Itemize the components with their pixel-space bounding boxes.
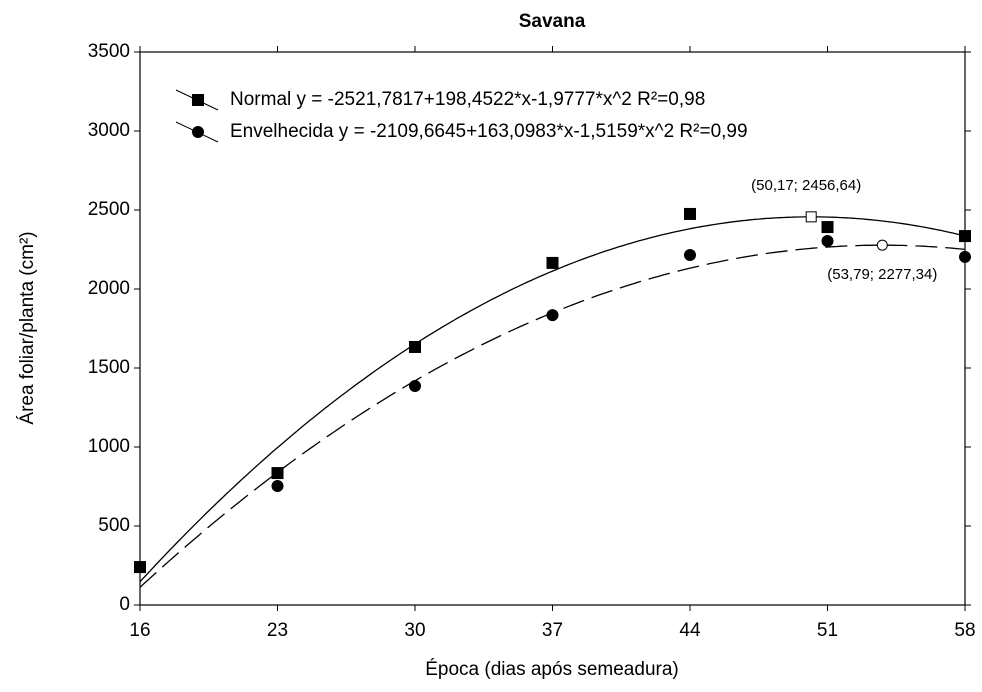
annotation: (53,79; 2277,34): [827, 266, 937, 283]
marker: [546, 309, 559, 322]
x-tick-label: 30: [404, 620, 425, 641]
fit-curve: [139, 244, 966, 588]
legend-marker: [192, 126, 204, 138]
chart-title: Savana: [519, 11, 586, 32]
legend-label: Normal y = -2521,7817+198,4522*x-1,9777*…: [230, 89, 705, 110]
y-tick-label: 500: [98, 515, 130, 536]
marker: [271, 467, 284, 480]
marker: [409, 380, 421, 393]
y-tick-label: 3000: [88, 120, 130, 141]
x-tick-label: 23: [267, 620, 288, 641]
x-tick-label: 58: [954, 620, 975, 641]
marker: [409, 340, 421, 353]
marker: [821, 221, 834, 234]
marker: [546, 256, 559, 269]
x-tick-label: 44: [679, 620, 701, 641]
x-tick-label: 37: [542, 620, 563, 641]
x-axis-label: Época (dias após semeadura): [425, 659, 678, 680]
y-tick-label: 3500: [88, 41, 130, 62]
marker: [271, 480, 284, 493]
y-axis-label: Área foliar/planta (cm²): [17, 231, 38, 424]
annotation: (50,17; 2456,64): [751, 177, 861, 194]
x-tick-label: 16: [129, 620, 150, 641]
marker: [684, 207, 696, 220]
y-tick-label: 1000: [88, 436, 130, 457]
marker: [805, 211, 817, 223]
y-tick-label: 0: [119, 594, 130, 615]
marker: [876, 239, 888, 251]
y-tick-label: 2000: [88, 278, 130, 299]
marker: [959, 250, 971, 263]
marker: [821, 234, 834, 247]
legend-line: [175, 121, 219, 143]
marker: [134, 561, 146, 574]
fit-curve: [139, 216, 966, 583]
y-tick-label: 2500: [88, 199, 130, 220]
marker: [684, 249, 696, 262]
x-tick-label: 51: [817, 620, 838, 641]
legend-marker: [192, 94, 204, 106]
marker: [959, 230, 971, 243]
y-tick-label: 1500: [88, 357, 130, 378]
legend-label: Envelhecida y = -2109,6645+163,0983*x-1,…: [230, 121, 748, 142]
